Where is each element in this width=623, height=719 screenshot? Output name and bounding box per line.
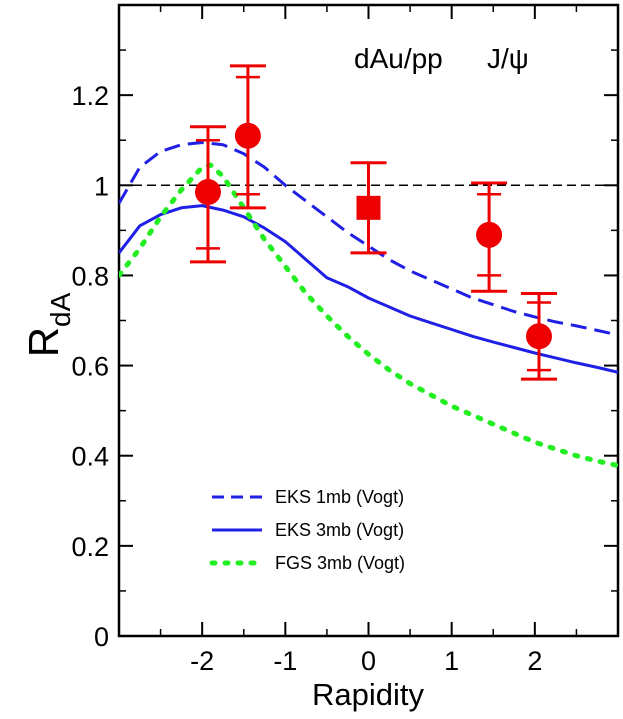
y-axis-ticks: 0 0.2 0.4 0.6 0.8 1 1.2 bbox=[71, 49, 618, 652]
y-axis-title: RdA bbox=[20, 292, 76, 357]
data-point bbox=[350, 161, 387, 255]
x-tick-label: -2 bbox=[190, 646, 214, 676]
y-tick-label: 0.6 bbox=[71, 352, 109, 382]
data-point bbox=[471, 181, 508, 293]
marker-circle bbox=[194, 179, 221, 206]
y-tick-label: 0.2 bbox=[71, 532, 109, 562]
data-point bbox=[229, 64, 266, 210]
curve-layer bbox=[119, 141, 618, 469]
curve-fgs-3mb-vogt bbox=[119, 162, 618, 469]
marker-circle bbox=[234, 122, 261, 149]
legend-label-fgs-3mb: FGS 3mb (Vogt) bbox=[275, 553, 405, 573]
curve-eks-3mb-vogt bbox=[119, 204, 618, 374]
legend: EKS 1mb (Vogt) EKS 3mb (Vogt) FGS 3mb (V… bbox=[209, 487, 405, 573]
marker-circle bbox=[476, 221, 503, 248]
y-axis-title-sub: dA bbox=[45, 292, 76, 327]
x-tick-label: 1 bbox=[444, 646, 459, 676]
x-axis-title: Rapidity bbox=[312, 677, 424, 712]
x-tick-label: -1 bbox=[273, 646, 297, 676]
y-tick-label: 1 bbox=[94, 171, 109, 201]
marker-square bbox=[356, 195, 381, 220]
y-tick-label: 0 bbox=[94, 622, 109, 652]
y-tick-label: 0.4 bbox=[71, 442, 109, 472]
svg-text:RdA: RdA bbox=[20, 292, 76, 357]
data-layer bbox=[189, 64, 557, 381]
annotation-main: dAu/pp bbox=[354, 43, 443, 74]
x-axis-ticks: -2 -1 0 1 2 bbox=[159, 5, 578, 676]
data-point bbox=[520, 291, 557, 381]
y-tick-label: 0.8 bbox=[71, 261, 109, 291]
legend-label-eks-3mb: EKS 3mb (Vogt) bbox=[275, 520, 404, 540]
y-axis-title-main: R bbox=[20, 327, 67, 357]
legend-label-eks-1mb: EKS 1mb (Vogt) bbox=[275, 487, 404, 507]
x-tick-label: 0 bbox=[361, 646, 376, 676]
annotation-particle: J/ψ bbox=[487, 43, 529, 74]
curve-eks-1mb-vogt bbox=[119, 141, 618, 337]
x-tick-label: 2 bbox=[527, 646, 542, 676]
plot-frame bbox=[117, 3, 620, 638]
y-tick-label: 1.2 bbox=[71, 81, 109, 111]
marker-circle bbox=[525, 323, 552, 350]
data-point bbox=[189, 125, 226, 264]
